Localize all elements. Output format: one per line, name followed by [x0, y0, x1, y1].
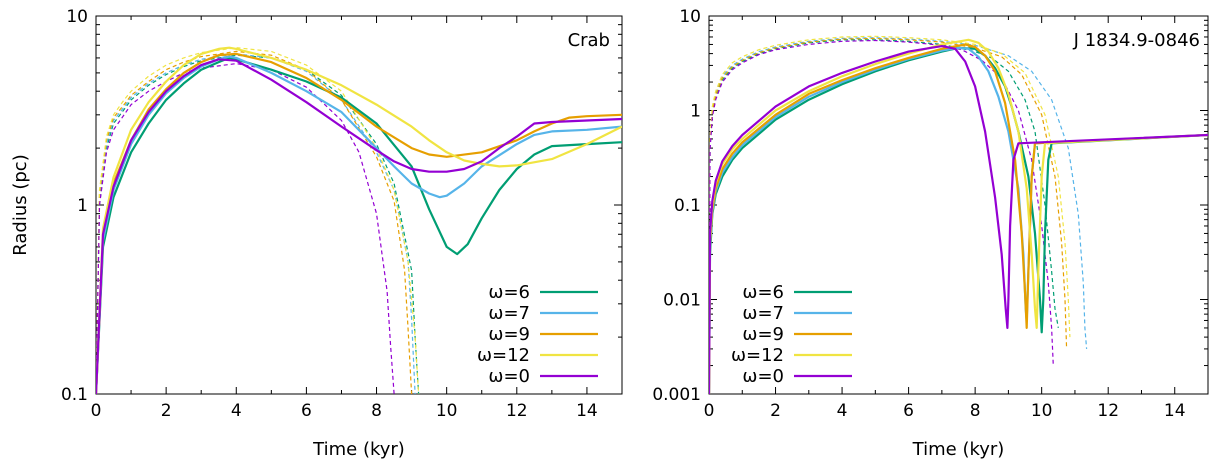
- legend: ω=6ω=7ω=9ω=12ω=0: [477, 282, 598, 387]
- series-line: [709, 43, 1208, 394]
- x-tick-label: 12: [506, 401, 528, 421]
- series-line: [96, 52, 622, 394]
- series-line-dashed: [96, 50, 413, 394]
- y-tick-label: 0.001: [652, 385, 701, 405]
- x-tick-label: 10: [1031, 401, 1053, 421]
- legend: ω=6ω=7ω=9ω=12ω=0: [731, 282, 852, 387]
- series-line: [96, 56, 622, 394]
- legend-label: ω=6: [742, 282, 784, 303]
- y-tick-label: 0.1: [61, 385, 88, 405]
- series-line: [96, 55, 622, 394]
- panel-crab: 0 2 4 6 8 10 12 14 0.1 1 10 Time (kyr) Radius (pc) Cr…: [10, 7, 623, 460]
- x-tick-label: 4: [837, 401, 848, 421]
- legend-label: ω=9: [742, 324, 784, 345]
- legend-label: ω=0: [742, 366, 784, 387]
- y-tick-label: 10: [679, 7, 701, 27]
- x-tick-label: 10: [436, 401, 458, 421]
- legend-label: ω=6: [488, 282, 530, 303]
- x-tick-label: 6: [903, 401, 914, 421]
- series-line-dashed: [96, 47, 420, 394]
- legend-label: ω=7: [742, 303, 784, 324]
- y-tick-label: 0.01: [663, 291, 701, 311]
- x-tick-label: 14: [576, 401, 598, 421]
- x-tick-label: 8: [970, 401, 981, 421]
- legend-label: ω=12: [477, 345, 530, 366]
- series-group: [96, 46, 622, 394]
- panel-j1834: 0 2 4 6 8 10 12 14 0.001 0.01 0.1 1 10 Time (kyr) J 18…: [652, 7, 1209, 460]
- series-line: [709, 38, 1208, 394]
- legend-label: ω=0: [488, 366, 530, 387]
- series-line: [709, 46, 1208, 394]
- x-tick-label: 0: [704, 401, 715, 421]
- y-tick-label: 1: [690, 102, 701, 122]
- x-tick-label: 0: [91, 401, 102, 421]
- x-tick-label: 6: [301, 401, 312, 421]
- y-tick-label: 0.1: [674, 196, 701, 216]
- x-tick-label: 14: [1164, 401, 1186, 421]
- y-tick-label: 10: [66, 7, 88, 27]
- series-line-dashed: [96, 54, 420, 394]
- legend-label: ω=9: [488, 324, 530, 345]
- x-axis-label: Time (kyr): [312, 439, 405, 460]
- x-axis-label: Time (kyr): [912, 439, 1005, 460]
- x-tick-label: 12: [1097, 401, 1119, 421]
- legend-label: ω=12: [731, 345, 784, 366]
- series-line-dashed: [96, 53, 416, 394]
- series-line-dashed: [709, 39, 1059, 394]
- series-group: [709, 35, 1208, 394]
- series-line-dashed: [709, 39, 1054, 394]
- x-tick-label: 2: [770, 401, 781, 421]
- y-axis-label: Radius (pc): [10, 154, 31, 255]
- series-line: [709, 45, 1208, 394]
- legend-label: ω=7: [488, 303, 530, 324]
- panel-title: Crab: [568, 30, 610, 51]
- series-line: [96, 58, 622, 394]
- series-line-dashed: [709, 37, 1068, 394]
- series-line: [96, 46, 622, 394]
- panel-title: J 1834.9-0846: [1073, 30, 1200, 51]
- y-tick-label: 1: [77, 196, 88, 216]
- x-tick-label: 8: [371, 401, 382, 421]
- x-tick-label: 2: [161, 401, 172, 421]
- x-tick-label: 4: [231, 401, 242, 421]
